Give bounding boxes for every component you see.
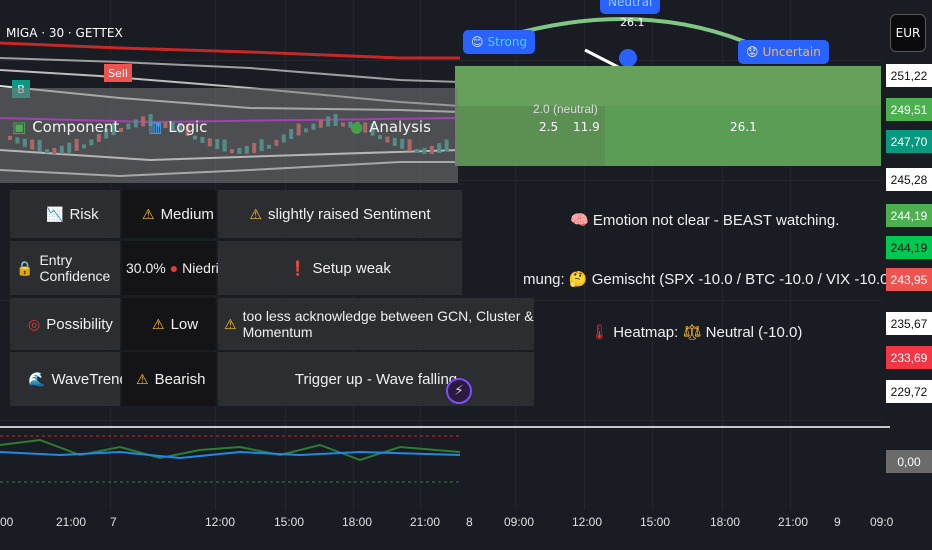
time-label: 12:00 — [572, 515, 603, 529]
currency-button[interactable]: EUR — [890, 14, 926, 52]
table-row-risk-analysis: ⚠ slightly raised Sentiment — [218, 190, 462, 238]
red-circle-icon: ● — [169, 260, 179, 276]
lightning-icon: ⚡ — [454, 383, 464, 399]
time-label: 7 — [110, 515, 117, 529]
time-label: 15:00 — [274, 515, 305, 529]
price-label: 0,00 — [886, 450, 932, 473]
sentiment-strong-badge: 😊 Strong — [463, 30, 536, 54]
smile-icon: 😊 — [471, 35, 484, 49]
sentiment-cell-2: 11.9 — [573, 120, 600, 134]
sentiment-score: 26.1 — [620, 16, 645, 29]
price-label: 251,22 — [886, 64, 932, 87]
price-label: 233,69 — [886, 346, 932, 369]
sentiment-partial-label: 2.0 (neutral) — [533, 102, 598, 116]
price-label: 244,19 — [886, 204, 932, 227]
table-row-entry-label: 🔒 Entry Confidence — [10, 241, 120, 295]
sell-signal-marker: Sell — [104, 64, 132, 82]
time-label: 21:00 — [410, 515, 441, 529]
heatmap-line: 🌡 Heatmap: ⚖ Neutral (-10.0) — [590, 324, 803, 341]
green-circle-icon: ● — [350, 118, 364, 136]
price-label: 235,67 — [886, 312, 932, 335]
lock-icon: 🔒 — [16, 259, 34, 276]
time-label: 09:00 — [504, 515, 535, 529]
time-label: 09:0 — [870, 515, 894, 529]
price-label: 229,72 — [886, 380, 932, 403]
price-label: 247,70 — [886, 130, 932, 153]
time-label: 9 — [834, 515, 841, 529]
time-label: 18:00 — [342, 515, 373, 529]
table-row-possibility-label: ◎ Possibility — [10, 298, 120, 350]
sentiment-cell-3: 26.1 — [730, 120, 757, 134]
header-logic: ▥ Logic — [148, 118, 208, 136]
emotion-line: 🧠 Emotion not clear - BEAST watching. — [570, 212, 840, 229]
time-label: 18:00 — [710, 515, 741, 529]
price-label: 243,95 — [886, 268, 932, 291]
puzzle-icon: ▣ — [12, 118, 27, 136]
thinking-face-icon: 🤔 — [568, 271, 588, 288]
table-row-possibility-value: ⚠ Low — [122, 298, 216, 350]
wave-icon: 🌊 — [28, 370, 46, 387]
table-row-risk-label: 📉 Risk — [10, 190, 120, 238]
time-label: 8 — [466, 515, 473, 529]
overlay-header-bg — [0, 88, 458, 183]
warning-icon: ⚠ — [249, 205, 262, 222]
worried-icon: 😟 — [746, 45, 759, 59]
header-component: ▣ Component — [12, 118, 120, 136]
thermometer-icon: 🌡 — [590, 324, 610, 341]
mood-line: mung: 🤔 Gemischt (SPX -10.0 / BTC -10.0 … — [523, 271, 932, 288]
lightning-button[interactable]: ⚡ — [446, 378, 472, 404]
chart-down-icon: 📉 — [46, 205, 64, 222]
chart-icon: ▥ — [148, 118, 163, 136]
time-label: 12:00 — [205, 515, 236, 529]
warning-icon: ⚠ — [224, 315, 237, 332]
target-icon: ◎ — [28, 315, 41, 332]
time-label: 00 — [0, 515, 14, 529]
time-label: 15:00 — [640, 515, 671, 529]
time-label: 21:00 — [778, 515, 809, 529]
table-row-possibility-analysis: ⚠ too less acknowledge between GCN, Clus… — [218, 298, 534, 350]
sentiment-cell-1: 2.5 — [539, 120, 559, 134]
table-row-entry-analysis: ❗ Setup weak — [218, 241, 462, 295]
price-label: 245,28 — [886, 168, 932, 191]
table-row-wavetrend-label: 🌊 WaveTrend — [10, 352, 128, 406]
time-label: 21:00 — [56, 515, 87, 529]
warning-icon: ⚠ — [136, 370, 149, 387]
header-analysis: ● Analysis — [350, 118, 431, 136]
table-row-risk-value: ⚠ Medium — [122, 190, 216, 238]
brain-icon: 🧠 — [570, 212, 589, 229]
warning-icon: ⚠ — [142, 205, 155, 222]
table-row-wavetrend-analysis: Trigger up - Wave falling — [218, 352, 534, 406]
table-row-entry-value: 30.0% ● Niedrig — [122, 241, 227, 295]
chart-title: MIGA · 30 · GETTEX — [6, 26, 123, 40]
sentiment-neutral-badge: Neutral — [600, 0, 661, 14]
price-label: 244,19 — [886, 236, 932, 259]
table-row-wavetrend-value: ⚠ Bearish — [122, 352, 216, 406]
sentiment-uncertain-badge: 😟 Uncertain — [738, 40, 829, 64]
scales-icon: ⚖ — [682, 324, 702, 341]
sentiment-bar: 2.0 (neutral) 2.5 11.9 26.1 — [455, 66, 881, 166]
price-label: 249,51 — [886, 98, 932, 121]
warning-icon: ⚠ — [152, 315, 165, 332]
exclamation-icon: ❗ — [289, 259, 307, 276]
